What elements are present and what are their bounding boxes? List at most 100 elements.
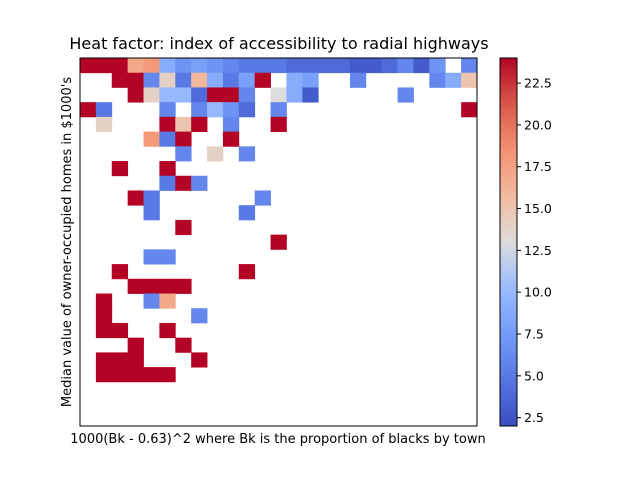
heatmap-cell — [111, 161, 129, 177]
heatmap-cell — [127, 367, 144, 383]
colorbar-tick-label: 7.5 — [524, 327, 544, 342]
heatmap-cell — [254, 58, 271, 74]
chart-title: Heat factor: index of accessibility to r… — [69, 34, 488, 53]
heatmap-cell — [413, 58, 430, 74]
heatmap-cell — [397, 87, 414, 103]
heatmap-cell — [127, 87, 144, 103]
heatmap-cell — [238, 87, 256, 103]
heatmap-cell — [143, 278, 160, 294]
heatmap-cell — [238, 146, 256, 162]
heatmap-cell — [302, 87, 319, 103]
heatmap-cell — [95, 293, 113, 309]
heatmap-cell — [111, 322, 129, 339]
heatmap-cell — [191, 87, 208, 103]
heatmap-cell — [445, 72, 462, 88]
colorbar — [499, 57, 518, 427]
heatmap-cell — [143, 58, 160, 74]
heatmap-cell — [127, 72, 144, 88]
heatmap-cell — [302, 58, 319, 74]
heatmap-cell — [270, 58, 287, 74]
heatmap-cell — [191, 58, 208, 74]
heatmap-cell — [127, 337, 144, 353]
heatmap-cell — [222, 116, 240, 132]
heatmap-cell — [238, 205, 256, 221]
heatmap-cell — [429, 58, 446, 74]
colorbar-tick-label: 15.0 — [524, 201, 552, 216]
heatmap-cell — [159, 249, 176, 265]
heatmap-cell — [175, 337, 192, 353]
heatmap-cell — [270, 116, 287, 132]
heatmap-cell — [175, 278, 192, 294]
heatmap-cell — [191, 352, 208, 368]
heatmap-cell — [159, 58, 176, 74]
heatmap-cell — [127, 278, 144, 294]
heatmap-cell — [286, 58, 303, 74]
heatmap-cell — [159, 72, 176, 88]
heatmap-cell — [95, 116, 113, 132]
heatmap-cell — [349, 72, 367, 88]
heatmap-cell — [461, 58, 478, 74]
heatmap-cell — [349, 58, 367, 74]
x-axis-label: 1000(Bk - 0.63)^2 where Bk is the propor… — [70, 432, 485, 447]
heatmap-cell — [80, 102, 97, 118]
plot-frame — [79, 57, 478, 427]
heatmap-cell — [80, 58, 97, 74]
heatmap-cell — [143, 249, 160, 265]
heatmap-cell — [127, 190, 144, 206]
heatmap-cell — [175, 87, 192, 103]
heatmap-cell — [143, 293, 160, 309]
heatmap-cell — [429, 72, 446, 88]
heatmap-cell — [143, 190, 160, 206]
heatmap-cell — [159, 87, 176, 103]
heatmap-cell — [191, 72, 208, 88]
heatmap-cells — [80, 58, 478, 383]
heatmap-cell — [254, 190, 271, 206]
heatmap-cell — [461, 72, 478, 88]
heatmap-cell — [238, 264, 256, 280]
heatmap-cell — [159, 131, 176, 147]
colorbar-ticks: 2.5 5.0 7.5 10.0 12.5 15.0 17.5 20.0 22.5 — [517, 76, 552, 425]
y-axis-label: Median value of owner-occupied homes in … — [60, 77, 75, 407]
heatmap-cell — [95, 352, 113, 368]
heatmap-cell — [270, 234, 287, 250]
heatmap-cell — [95, 308, 113, 324]
heatmap-cell — [191, 102, 208, 118]
heatmap-cell — [159, 367, 176, 383]
heatmap-cell — [143, 131, 160, 147]
heatmap-cell — [270, 87, 287, 103]
heatmap-cell — [111, 58, 129, 74]
heatmap-cell — [143, 367, 160, 383]
heatmap-cell — [207, 146, 224, 162]
heatmap-cell — [175, 146, 192, 162]
heatmap-cell — [175, 58, 192, 74]
heatmap-cell — [159, 116, 176, 132]
heatmap-cell — [143, 72, 160, 88]
heatmap-cell — [318, 58, 335, 74]
heatmap-cell — [175, 116, 192, 132]
heatmap-cell — [95, 58, 113, 74]
heatmap-cell — [95, 367, 113, 383]
heatmap-cell — [381, 58, 398, 74]
heatmap-cell — [159, 161, 176, 177]
heatmap-cell — [222, 87, 240, 103]
heatmap-cell — [365, 58, 383, 74]
heatmap-cell — [397, 58, 414, 74]
heatmap-cell — [207, 58, 224, 74]
heatmap-cell — [95, 322, 113, 339]
heatmap-cell — [207, 72, 224, 88]
heatmap-cell — [111, 264, 129, 280]
heatmap-cell — [143, 87, 160, 103]
heatmap-cell — [191, 175, 208, 191]
heatmap-cell — [111, 352, 129, 368]
heatmap-cell — [270, 102, 287, 118]
colorbar-tick-label: 2.5 — [524, 410, 544, 425]
heatmap-cell — [238, 72, 256, 88]
heatmap-cell — [111, 367, 129, 383]
heatmap-cell — [127, 58, 144, 74]
colorbar-tick-label: 22.5 — [524, 76, 552, 91]
heatmap-cell — [286, 87, 303, 103]
heatmap-cell — [191, 308, 208, 324]
heatmap-cell — [159, 102, 176, 118]
colorbar-tick-label: 17.5 — [524, 159, 552, 174]
colorbar-tick-label: 20.0 — [524, 117, 552, 132]
